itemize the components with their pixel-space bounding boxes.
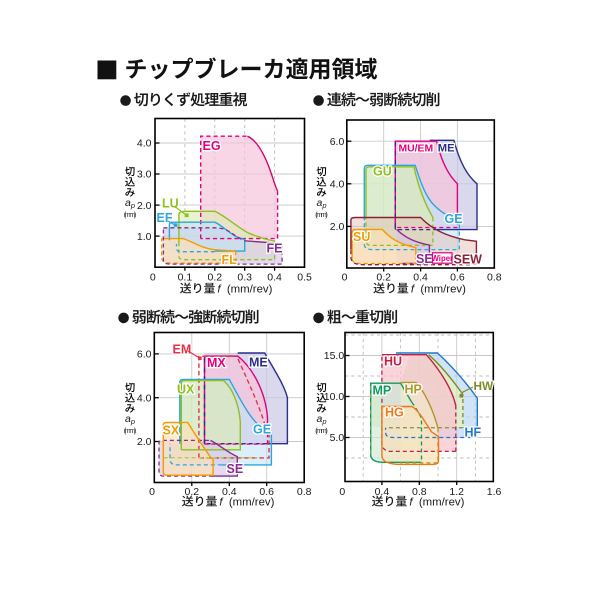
svg-text:HW: HW [474,379,495,393]
svg-text:GE: GE [445,212,463,226]
svg-text:6.0: 6.0 [137,349,152,361]
svg-text:ap: ap [316,197,326,210]
svg-text:1.0: 1.0 [137,231,152,243]
svg-text:0.8: 0.8 [297,486,312,498]
svg-text:6.0: 6.0 [330,136,345,148]
svg-text:ap: ap [316,413,326,426]
svg-text:1.2: 1.2 [449,486,464,498]
svg-text:2.0: 2.0 [137,200,152,212]
svg-text:4.0: 4.0 [137,138,152,150]
svg-text:0.8: 0.8 [487,272,502,284]
svg-text:(mm): (mm) [124,210,137,219]
svg-text:2.0: 2.0 [137,436,152,448]
svg-text:0.4: 0.4 [375,486,390,498]
svg-text:EG: EG [203,139,221,153]
svg-text:f (mm/rev): f (mm/rev) [409,497,464,509]
svg-text:0: 0 [149,486,155,498]
svg-text:UX: UX [177,383,195,397]
svg-text:0.2: 0.2 [376,272,391,284]
svg-text:FE: FE [267,242,283,256]
svg-text:ME: ME [438,143,455,155]
svg-text:(mm): (mm) [315,210,328,219]
svg-text:0.2: 0.2 [184,486,199,498]
svg-text:(mm): (mm) [315,426,328,435]
svg-text:GU: GU [373,165,392,179]
svg-text:0.4: 0.4 [222,486,237,498]
svg-text:3.0: 3.0 [137,169,152,181]
svg-text:1.6: 1.6 [487,486,502,498]
svg-text:0.8: 0.8 [412,486,427,498]
svg-text:SX: SX [163,424,180,438]
svg-text:15.0: 15.0 [324,350,345,362]
svg-text:0.6: 0.6 [259,486,274,498]
svg-text:f (mm/rev): f (mm/rev) [217,284,272,296]
svg-text:(mm): (mm) [124,426,137,435]
svg-text:0: 0 [339,486,345,498]
svg-text:HF: HF [465,426,482,440]
svg-text:SU: SU [353,230,370,244]
svg-text:2.0: 2.0 [330,221,345,233]
svg-text:SEW: SEW [454,253,483,267]
svg-text:0.5: 0.5 [297,272,312,284]
svg-text:MP: MP [373,384,392,398]
svg-text:ME: ME [249,356,268,370]
svg-text:0.4: 0.4 [267,272,282,284]
svg-text:ap: ap [125,413,135,426]
svg-text:f (mm/rev): f (mm/rev) [411,284,466,296]
svg-text:10.0: 10.0 [324,391,345,403]
svg-text:0.1: 0.1 [178,272,193,284]
svg-text:MU/EM: MU/EM [399,144,434,155]
svg-text:0: 0 [150,272,156,284]
svg-text:EM: EM [173,343,192,357]
svg-text:MX: MX [207,356,226,370]
svg-text:LU: LU [162,197,179,211]
svg-text:Wiper: Wiper [432,254,454,263]
svg-text:FL: FL [222,253,238,267]
svg-text:0.4: 0.4 [413,272,428,284]
svg-text:0: 0 [342,272,348,284]
svg-text:f (mm/rev): f (mm/rev) [219,497,274,509]
svg-text:HG: HG [385,406,404,420]
svg-text:0.2: 0.2 [207,272,222,284]
svg-text:4.0: 4.0 [137,392,152,404]
svg-text:4.0: 4.0 [330,179,345,191]
svg-text:0.3: 0.3 [237,272,252,284]
svg-text:HP: HP [405,383,422,397]
svg-text:5.0: 5.0 [330,432,345,444]
svg-text:SE: SE [416,252,433,266]
svg-text:ap: ap [125,197,135,210]
svg-text:HU: HU [384,355,402,369]
svg-text:GE: GE [253,423,271,437]
svg-text:0.6: 0.6 [450,272,465,284]
svg-text:SE: SE [227,462,244,476]
